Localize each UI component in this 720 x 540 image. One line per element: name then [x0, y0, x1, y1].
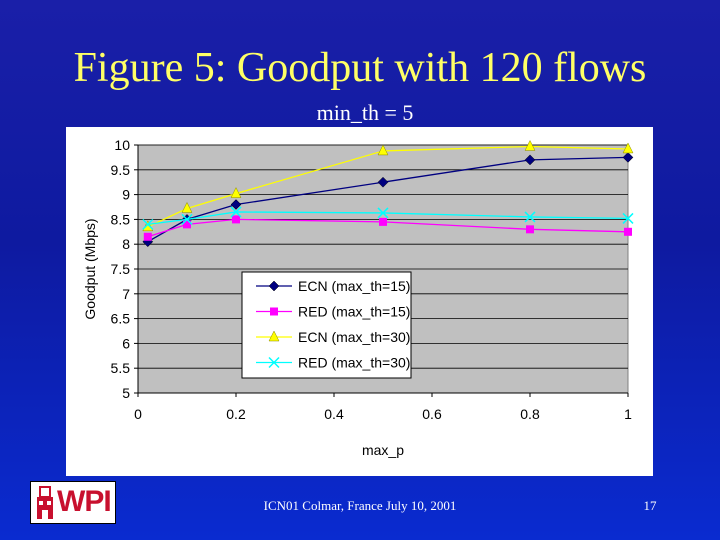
logo-text: WPI — [57, 485, 112, 518]
data-point-series-4-stroke — [622, 212, 634, 224]
x-tick-label: 0.2 — [226, 406, 246, 422]
legend-box — [241, 271, 412, 379]
legend-marker — [270, 307, 278, 316]
data-point-series-3 — [377, 144, 389, 156]
data-point-series-4-stroke — [181, 213, 193, 225]
legend-marker — [268, 280, 280, 292]
y-tick-label: 8 — [122, 236, 130, 252]
y-tick-label: 5 — [122, 385, 130, 401]
series-lines — [142, 139, 634, 248]
data-point-series-2 — [183, 220, 191, 229]
series-line-4 — [147, 211, 629, 226]
y-axis-label: Goodput (Mbps) — [82, 218, 98, 319]
y-tick-label: 5.5 — [111, 360, 131, 376]
y-tick-label: 7.5 — [111, 261, 131, 277]
x-tick-label: 0.8 — [520, 406, 540, 422]
wpi-logo: WPI — [30, 481, 116, 524]
legend-marker — [268, 330, 280, 342]
data-point-series-1 — [524, 154, 536, 166]
data-point-series-4-stroke — [230, 206, 242, 218]
legend-marker-stroke — [268, 356, 280, 369]
slide-title: Figure 5: Goodput with 120 flows — [73, 45, 647, 91]
data-point-series-4 — [142, 218, 154, 230]
data-point-series-1 — [377, 176, 389, 188]
data-point-series-2 — [526, 225, 534, 234]
data-point-series-4 — [622, 212, 634, 224]
data-point-series-4-stroke — [142, 218, 154, 230]
x-tick-label: 0 — [134, 406, 142, 422]
x-tick-label: 0.4 — [324, 406, 344, 422]
page-number: 17 — [643, 498, 657, 513]
data-point-series-1 — [622, 152, 634, 163]
data-point-series-1 — [230, 199, 242, 210]
data-point-series-3 — [181, 201, 193, 213]
slide-subtitle: min_th = 5 — [316, 100, 414, 125]
data-point-series-4 — [377, 207, 389, 219]
x-tick-label: 0.6 — [422, 406, 442, 422]
data-point-series-4 — [181, 213, 193, 225]
x-axis-label: max_p — [362, 442, 404, 458]
series-line-2 — [147, 218, 629, 238]
data-point-series-4 — [524, 211, 536, 223]
data-point-series-4 — [230, 206, 242, 218]
series-line-1 — [147, 156, 629, 243]
y-tick-label: 6 — [122, 335, 130, 351]
data-point-series-4-stroke — [524, 211, 536, 223]
y-tick-label: 7 — [122, 286, 130, 302]
y-tick-label: 6.5 — [111, 311, 131, 327]
series-line-3 — [147, 145, 629, 228]
y-tick-label: 10 — [114, 137, 130, 153]
data-point-series-2 — [624, 227, 632, 236]
legend-label: ECN (max_th=15) — [298, 278, 410, 294]
goodput-chart: 5 5.5 6 6.5 7 7.5 8 8.5 9 9.5 10 0 0.2 0.4 0.6 0.8 1 ECN… — [82, 137, 634, 458]
data-point-series-2 — [232, 215, 240, 224]
legend-label: RED (max_th=30) — [298, 355, 410, 371]
seal-icon — [37, 486, 53, 519]
data-point-series-3 — [622, 142, 634, 154]
slide-footer: ICN01 Colmar, France July 10, 2001 — [263, 498, 457, 513]
x-tick-label: 1 — [624, 406, 632, 422]
legend: ECN (max_th=15) RED (max_th=15) ECN (max_t… — [241, 271, 412, 379]
legend-label: ECN (max_th=30) — [298, 329, 410, 345]
legend-label: RED (max_th=15) — [298, 304, 410, 320]
y-tick-label: 8.5 — [111, 211, 131, 227]
data-point-series-3 — [524, 139, 536, 151]
axes: 5 5.5 6 6.5 7 7.5 8 8.5 9 9.5 10 0 0.2 0.4 0.6 0.8 1 — [111, 137, 633, 422]
data-point-series-4-stroke — [377, 207, 389, 219]
data-point-series-2 — [143, 232, 152, 241]
y-tick-label: 9.5 — [111, 162, 131, 178]
legend-marker — [268, 356, 280, 369]
chart-container: 5 5.5 6 6.5 7 7.5 8 8.5 9 9.5 10 0 0.2 0.4 0.6 0.8 1 ECN… — [66, 127, 653, 476]
data-point-series-3 — [230, 187, 242, 198]
data-point-series-2 — [379, 217, 387, 226]
y-tick-label: 9 — [122, 187, 130, 203]
